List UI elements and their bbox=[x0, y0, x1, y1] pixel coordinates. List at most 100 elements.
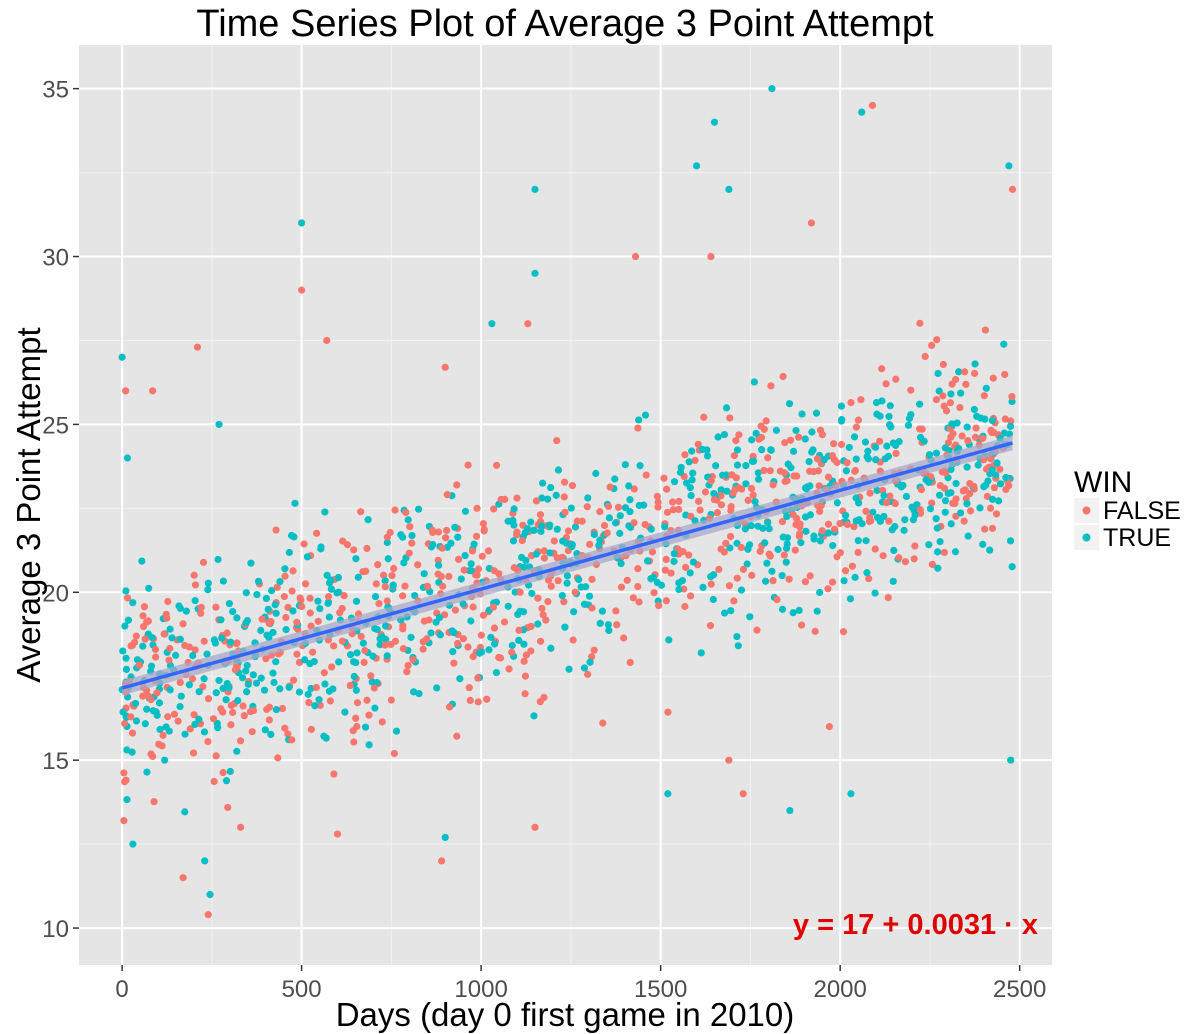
scatter-point bbox=[939, 392, 947, 400]
scatter-point bbox=[474, 698, 482, 706]
scatter-point bbox=[963, 500, 971, 508]
scatter-point bbox=[403, 668, 411, 676]
scatter-point bbox=[717, 486, 725, 494]
scatter-point bbox=[298, 602, 306, 611]
scatter-point bbox=[963, 463, 971, 471]
scatter-point bbox=[818, 431, 826, 439]
scatter-point bbox=[861, 438, 870, 446]
scatter-point bbox=[372, 580, 380, 588]
scatter-point bbox=[626, 508, 634, 516]
scatter-point bbox=[682, 479, 691, 487]
scatter-point bbox=[813, 607, 821, 615]
scatter-point bbox=[497, 495, 505, 504]
scatter-point bbox=[734, 642, 742, 650]
scatter-point bbox=[352, 714, 360, 722]
scatter-point bbox=[946, 399, 955, 407]
scatter-point bbox=[616, 529, 624, 537]
scatter-point bbox=[625, 482, 633, 490]
scatter-point bbox=[712, 462, 720, 470]
scatter-point bbox=[530, 712, 538, 720]
scatter-point bbox=[707, 477, 715, 485]
scatter-point bbox=[239, 702, 247, 710]
scatter-point bbox=[611, 475, 619, 483]
scatter-point bbox=[641, 411, 650, 419]
scatter-point bbox=[450, 659, 458, 667]
scatter-point bbox=[757, 433, 766, 442]
scatter-point bbox=[600, 521, 609, 530]
scatter-point bbox=[210, 636, 218, 644]
scatter-point bbox=[795, 433, 803, 441]
scatter-point bbox=[869, 508, 877, 516]
scatter-point bbox=[897, 483, 905, 491]
scatter-point-false bbox=[739, 790, 747, 798]
scatter-point bbox=[934, 369, 942, 378]
scatter-point bbox=[741, 525, 749, 533]
x-tick-label: 1500 bbox=[634, 976, 687, 1003]
scatter-point bbox=[123, 795, 131, 804]
scatter-point bbox=[762, 577, 770, 585]
scatter-point bbox=[773, 595, 781, 604]
scatter-point bbox=[988, 466, 996, 474]
scatter-point bbox=[490, 505, 498, 513]
scatter-point bbox=[419, 645, 427, 653]
scatter-point bbox=[778, 517, 787, 526]
scatter-point bbox=[732, 436, 740, 445]
scatter-point bbox=[325, 613, 333, 621]
scatter-point bbox=[855, 516, 863, 524]
scatter-point bbox=[346, 651, 355, 659]
scatter-point bbox=[753, 626, 761, 634]
scatter-point bbox=[390, 564, 398, 573]
scatter-point bbox=[964, 532, 972, 540]
scatter-point bbox=[253, 590, 261, 599]
scatter-point-true bbox=[123, 454, 132, 462]
scatter-point-false bbox=[323, 336, 331, 345]
scatter-point-false bbox=[524, 320, 532, 328]
scatter-point bbox=[653, 578, 661, 587]
scatter-point-true bbox=[441, 833, 449, 842]
scatter-point bbox=[962, 380, 970, 388]
scatter-point bbox=[605, 626, 613, 635]
scatter-point bbox=[828, 578, 837, 586]
scatter-point-true bbox=[664, 790, 672, 798]
scatter-point bbox=[219, 577, 227, 585]
scatter-point bbox=[995, 497, 1003, 505]
scatter-point bbox=[520, 640, 528, 648]
scatter-point bbox=[381, 641, 389, 649]
scatter-point bbox=[240, 712, 248, 720]
scatter-point bbox=[744, 496, 752, 505]
scatter-point bbox=[568, 481, 577, 490]
scatter-point bbox=[925, 541, 933, 549]
scatter-point bbox=[204, 738, 212, 746]
scatter-point bbox=[865, 574, 873, 583]
plot-panel bbox=[79, 45, 1052, 965]
scatter-point bbox=[263, 631, 271, 639]
scatter-point bbox=[381, 577, 389, 585]
scatter-point bbox=[806, 467, 814, 475]
scatter-point bbox=[349, 727, 357, 735]
scatter-point bbox=[926, 505, 935, 513]
scatter-point bbox=[697, 649, 705, 657]
scatter-point bbox=[972, 424, 980, 432]
scatter-point bbox=[264, 605, 272, 613]
scatter-point bbox=[204, 586, 212, 594]
scatter-point bbox=[933, 336, 941, 344]
scatter-point bbox=[476, 649, 484, 657]
scatter-point bbox=[552, 491, 560, 499]
scatter-point bbox=[560, 598, 568, 606]
scatter-point bbox=[404, 661, 412, 670]
scatter-point bbox=[760, 466, 768, 475]
scatter-point bbox=[536, 637, 545, 645]
scatter-point bbox=[891, 499, 899, 508]
scatter-point bbox=[303, 553, 312, 561]
scatter-point bbox=[301, 580, 310, 588]
scatter-point bbox=[817, 501, 825, 510]
scatter-point bbox=[226, 767, 234, 776]
scatter-point bbox=[665, 636, 673, 644]
scatter-point bbox=[714, 433, 722, 441]
scatter-point bbox=[942, 407, 951, 415]
scatter-point bbox=[886, 492, 894, 500]
scatter-point bbox=[370, 684, 378, 692]
scatter-point bbox=[668, 498, 677, 506]
scatter-point-true bbox=[129, 840, 137, 848]
scatter-point bbox=[964, 437, 972, 445]
